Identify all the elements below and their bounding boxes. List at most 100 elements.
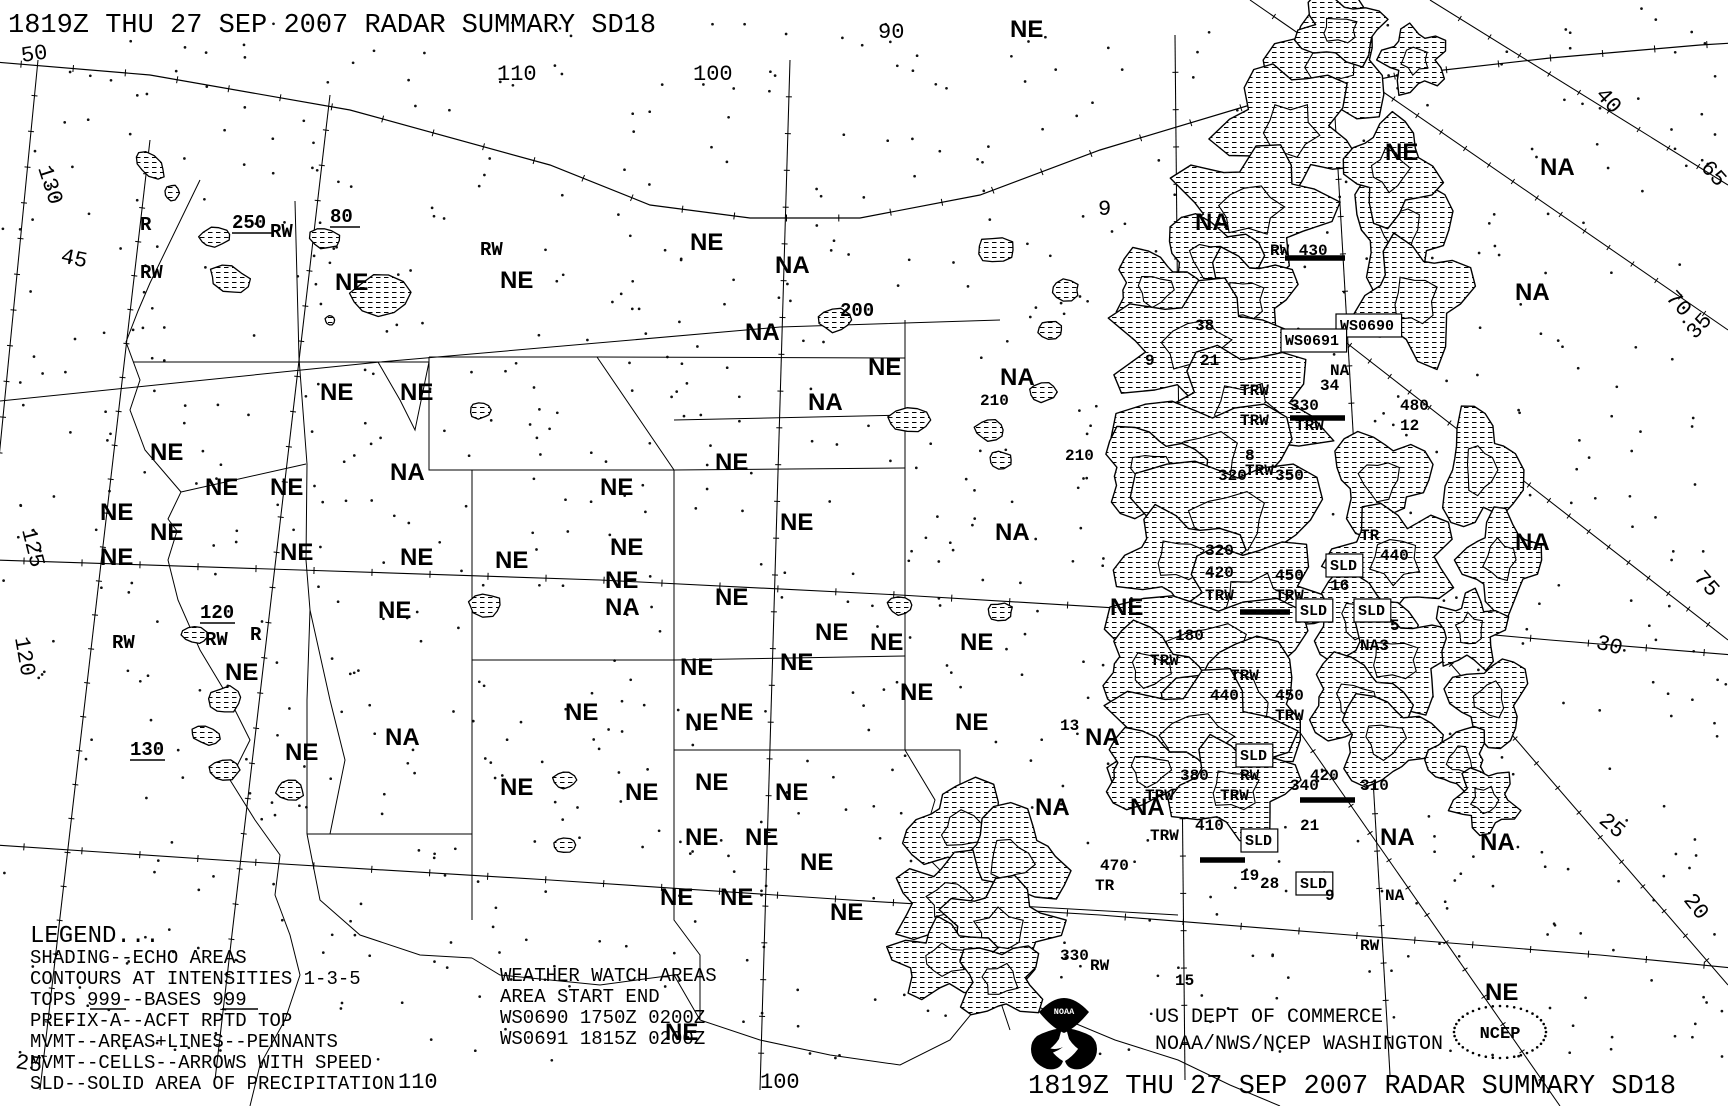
svg-text:NE: NE [205, 474, 238, 501]
svg-text:250: 250 [232, 212, 266, 234]
svg-text:330: 330 [1290, 397, 1319, 415]
svg-text:NE: NE [685, 824, 718, 851]
svg-text:RW: RW [480, 239, 503, 261]
svg-text:310: 310 [1360, 777, 1389, 795]
svg-text:NA: NA [1515, 279, 1550, 306]
svg-text:WS0690 1750Z 0200Z: WS0690 1750Z 0200Z [500, 1007, 705, 1029]
svg-text:9: 9 [1098, 197, 1111, 222]
svg-text:NE: NE [815, 619, 848, 646]
svg-text:NE: NE [335, 269, 368, 296]
svg-text:NE: NE [715, 584, 748, 611]
svg-text:R: R [140, 214, 152, 236]
svg-text:NE: NE [400, 379, 433, 406]
svg-text:410: 410 [1195, 817, 1224, 835]
svg-text:NE: NE [780, 509, 813, 536]
svg-text:210: 210 [1065, 447, 1094, 465]
svg-text:RW: RW [1360, 937, 1380, 955]
svg-text:NA: NA [1540, 154, 1575, 181]
svg-text:CONTOURS AT INTENSITIES 1-3-5: CONTOURS AT INTENSITIES 1-3-5 [30, 968, 361, 990]
svg-text:NE: NE [800, 849, 833, 876]
svg-text:MVMT--AREAS+LINES--PENNANTS: MVMT--AREAS+LINES--PENNANTS [30, 1031, 338, 1053]
svg-text:80: 80 [330, 206, 353, 228]
svg-text:SLD: SLD [1358, 603, 1385, 620]
svg-text:NE: NE [225, 659, 258, 686]
svg-text:5: 5 [1390, 617, 1400, 635]
svg-text:TRW: TRW [1150, 652, 1179, 670]
svg-text:1819Z THU 27 SEP 2007 RADAR SU: 1819Z THU 27 SEP 2007 RADAR SUMMARY SD18 [1028, 1072, 1676, 1102]
svg-text:NE: NE [378, 597, 411, 624]
svg-text:28: 28 [1260, 875, 1279, 893]
svg-text:NE: NE [955, 709, 988, 736]
svg-text:100: 100 [693, 62, 733, 87]
svg-text:480: 480 [1400, 397, 1429, 415]
svg-text:TRW: TRW [1150, 827, 1179, 845]
svg-text:TRW: TRW [1240, 382, 1269, 400]
svg-text:380: 380 [1180, 767, 1209, 785]
svg-text:AREA START END: AREA START END [500, 986, 660, 1008]
svg-text:NA: NA [995, 519, 1030, 546]
svg-text:RW: RW [112, 632, 135, 654]
svg-text:110: 110 [497, 62, 537, 87]
svg-text:NE: NE [745, 824, 778, 851]
svg-text:NA: NA [1385, 887, 1405, 905]
svg-text:13: 13 [1060, 717, 1079, 735]
svg-text:NE: NE [100, 499, 133, 526]
svg-text:NA: NA [1195, 209, 1230, 236]
svg-text:NA: NA [808, 389, 843, 416]
svg-text:NE: NE [625, 779, 658, 806]
svg-text:12: 12 [1400, 417, 1419, 435]
svg-text:LEGEND...: LEGEND... [30, 923, 160, 950]
svg-text:NE: NE [715, 449, 748, 476]
svg-text:RW: RW [1090, 957, 1110, 975]
svg-text:NE: NE [280, 539, 313, 566]
svg-text:90: 90 [878, 20, 904, 45]
svg-text:NE: NE [775, 779, 808, 806]
svg-text:PREFIX-A--ACFT RPTD TOP: PREFIX-A--ACFT RPTD TOP [30, 1010, 292, 1032]
svg-text:WS0691: WS0691 [1285, 333, 1339, 350]
svg-text:9: 9 [1325, 887, 1335, 905]
svg-text:16: 16 [1330, 577, 1349, 595]
svg-text:TRW: TRW [1275, 707, 1304, 725]
svg-text:NE: NE [720, 884, 753, 911]
svg-text:NE: NE [1010, 16, 1043, 43]
svg-text:420: 420 [1205, 564, 1234, 582]
svg-text:TR: TR [1095, 877, 1115, 895]
svg-text:NA: NA [1035, 794, 1070, 821]
svg-text:WS0691 1815Z 0200Z: WS0691 1815Z 0200Z [500, 1028, 705, 1050]
svg-text:NA: NA [1480, 829, 1515, 856]
svg-text:9: 9 [1145, 352, 1155, 370]
svg-text:TRW: TRW [1205, 587, 1234, 605]
svg-text:NE: NE [1485, 979, 1518, 1006]
svg-text:NE: NE [690, 229, 723, 256]
svg-text:NE: NE [680, 654, 713, 681]
svg-text:NCEP: NCEP [1480, 1025, 1521, 1044]
svg-text:450: 450 [1275, 567, 1304, 585]
svg-text:1819Z THU 27 SEP 2007 RADAR SU: 1819Z THU 27 SEP 2007 RADAR SUMMARY SD18 [8, 11, 656, 41]
svg-text:NE: NE [495, 547, 528, 574]
svg-text:NE: NE [1110, 594, 1143, 621]
svg-text:450: 450 [1275, 687, 1304, 705]
svg-text:TRW: TRW [1145, 787, 1174, 805]
svg-text:440: 440 [1380, 547, 1409, 565]
svg-text:NA: NA [775, 252, 810, 279]
svg-text:SLD: SLD [1240, 748, 1267, 765]
svg-text:TRW: TRW [1230, 667, 1259, 685]
svg-text:NE: NE [1385, 139, 1418, 166]
svg-text:210: 210 [980, 392, 1009, 410]
svg-text:470: 470 [1100, 857, 1129, 875]
svg-text:SLD: SLD [1300, 603, 1327, 620]
svg-text:100: 100 [760, 1070, 800, 1095]
svg-text:TRW: TRW [1220, 787, 1249, 805]
svg-text:NE: NE [780, 649, 813, 676]
svg-text:NA: NA [385, 724, 420, 751]
svg-text:SLD: SLD [1330, 558, 1357, 575]
svg-text:NE: NE [900, 679, 933, 706]
svg-text:330: 330 [1060, 947, 1089, 965]
svg-text:320: 320 [1205, 542, 1234, 560]
svg-text:NE: NE [870, 629, 903, 656]
svg-text:WEATHER WATCH AREAS: WEATHER WATCH AREAS [500, 965, 717, 987]
svg-text:NOAA/NWS/NCEP WASHINGTON: NOAA/NWS/NCEP WASHINGTON [1155, 1033, 1443, 1056]
svg-text:TOPS 999--BASES 999: TOPS 999--BASES 999 [30, 989, 247, 1011]
svg-text:RW: RW [1240, 767, 1260, 785]
svg-text:130: 130 [130, 739, 164, 761]
